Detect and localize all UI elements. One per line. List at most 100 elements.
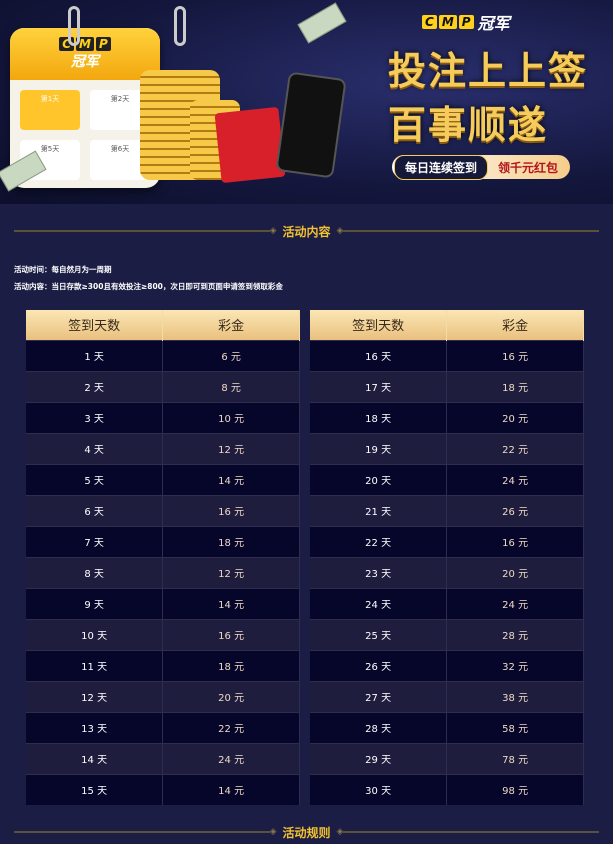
days-cell: 22 天 bbox=[310, 525, 448, 557]
days-cell: 18 天 bbox=[310, 401, 448, 433]
bonus-cell: 18 元 bbox=[162, 525, 300, 557]
days-cell: 28 天 bbox=[310, 711, 448, 743]
days-cell: 24 天 bbox=[310, 587, 448, 619]
days-cell: 13 天 bbox=[26, 711, 164, 743]
bonus-cell: 6 元 bbox=[162, 339, 300, 371]
table-row: 6 天 16 元 bbox=[26, 494, 300, 526]
table-row: 14 天 24 元 bbox=[26, 742, 300, 774]
days-cell: 25 天 bbox=[310, 618, 448, 650]
bonus-cell: 16 元 bbox=[162, 494, 300, 526]
activity-time: 活动时间：每自然月为一周期 bbox=[14, 265, 112, 274]
table-row: 26 天 32 元 bbox=[310, 649, 584, 681]
calendar-day: 第1天 bbox=[20, 90, 80, 130]
bonus-cell: 78 元 bbox=[446, 742, 584, 774]
header-days: 签到天数 bbox=[26, 310, 164, 340]
header-bonus: 彩金 bbox=[162, 310, 300, 340]
ornament-icon: ◈ bbox=[269, 226, 277, 236]
bonus-cell: 32 元 bbox=[446, 649, 584, 681]
table-row: 22 天 16 元 bbox=[310, 525, 584, 557]
bonus-cell: 16 元 bbox=[446, 339, 584, 371]
red-envelope-illustration bbox=[214, 106, 286, 184]
divider bbox=[14, 831, 270, 833]
bonus-cell: 20 元 bbox=[162, 680, 300, 712]
bonus-cell: 16 元 bbox=[446, 525, 584, 557]
days-cell: 26 天 bbox=[310, 649, 448, 681]
days-cell: 21 天 bbox=[310, 494, 448, 526]
table-row: 13 天 22 元 bbox=[26, 711, 300, 743]
slogan-line1: 投注上上签 bbox=[388, 49, 589, 93]
activity-content: 活动内容：当日存款≥300且有效投注≥800，次日即可到页面申请签到领取彩金 bbox=[14, 282, 283, 291]
pill-right-text: 领千元红包 bbox=[498, 160, 559, 175]
days-cell: 6 天 bbox=[26, 494, 164, 526]
table-row: 24 天 24 元 bbox=[310, 587, 584, 619]
days-cell: 8 天 bbox=[26, 556, 164, 588]
table-row: 15 天 14 元 bbox=[26, 773, 300, 805]
days-cell: 29 天 bbox=[310, 742, 448, 774]
bonus-cell: 8 元 bbox=[162, 370, 300, 402]
days-cell: 20 天 bbox=[310, 463, 448, 495]
table-row: 5 天 14 元 bbox=[26, 463, 300, 495]
table-row: 23 天 20 元 bbox=[310, 556, 584, 588]
header-bonus: 彩金 bbox=[446, 310, 584, 340]
bonus-cell: 28 元 bbox=[446, 618, 584, 650]
divider bbox=[343, 831, 600, 833]
table-row: 7 天 18 元 bbox=[26, 525, 300, 557]
table-row: 25 天 28 元 bbox=[310, 618, 584, 650]
section-title-activity-rules: ◈ 活动规则 ◈ bbox=[14, 822, 600, 842]
days-cell: 3 天 bbox=[26, 401, 164, 433]
table-row: 30 天 98 元 bbox=[310, 773, 584, 805]
divider bbox=[14, 230, 270, 232]
days-cell: 7 天 bbox=[26, 525, 164, 557]
days-cell: 2 天 bbox=[26, 370, 164, 402]
table-row: 17 天 18 元 bbox=[310, 370, 584, 402]
days-cell: 5 天 bbox=[26, 463, 164, 495]
bonus-cell: 24 元 bbox=[446, 463, 584, 495]
calendar-ring bbox=[68, 6, 80, 46]
bonus-cell: 20 元 bbox=[446, 556, 584, 588]
days-cell: 15 天 bbox=[26, 773, 164, 805]
section-title-activity-content: ◈ 活动内容 ◈ bbox=[14, 221, 600, 241]
table-row: 18 天 20 元 bbox=[310, 401, 584, 433]
ornament-icon: ◈ bbox=[336, 226, 344, 236]
table-row: 4 天 12 元 bbox=[26, 432, 300, 464]
table-row: 20 天 24 元 bbox=[310, 463, 584, 495]
days-cell: 1 天 bbox=[26, 339, 164, 371]
calendar-ring bbox=[174, 6, 186, 46]
banknote-illustration bbox=[297, 2, 347, 44]
phone-illustration bbox=[275, 71, 347, 179]
bonus-cell: 18 元 bbox=[162, 649, 300, 681]
days-cell: 19 天 bbox=[310, 432, 448, 464]
days-cell: 9 天 bbox=[26, 587, 164, 619]
reward-table-right: 签到天数 彩金 16 天 16 元 17 天 18 元 18 天 20 元 19 天 22 元… bbox=[310, 310, 584, 805]
table-row: 21 天 26 元 bbox=[310, 494, 584, 526]
days-cell: 17 天 bbox=[310, 370, 448, 402]
bonus-cell: 24 元 bbox=[162, 742, 300, 774]
bonus-cell: 14 元 bbox=[162, 587, 300, 619]
bonus-cell: 14 元 bbox=[162, 773, 300, 805]
days-cell: 11 天 bbox=[26, 649, 164, 681]
table-row: 8 天 12 元 bbox=[26, 556, 300, 588]
bonus-cell: 12 元 bbox=[162, 556, 300, 588]
bonus-cell: 26 元 bbox=[446, 494, 584, 526]
pill-left-text: 每日连续签到 bbox=[394, 154, 489, 180]
table-row: 12 天 20 元 bbox=[26, 680, 300, 712]
calendar-brand-sub: 冠军 bbox=[71, 54, 99, 70]
bonus-cell: 12 元 bbox=[162, 432, 300, 464]
header-days: 签到天数 bbox=[310, 310, 448, 340]
days-cell: 4 天 bbox=[26, 432, 164, 464]
bonus-cell: 22 元 bbox=[446, 432, 584, 464]
bonus-cell: 38 元 bbox=[446, 680, 584, 712]
days-cell: 30 天 bbox=[310, 773, 448, 805]
bonus-cell: 18 元 bbox=[446, 370, 584, 402]
table-row: 27 天 38 元 bbox=[310, 680, 584, 712]
bonus-cell: 24 元 bbox=[446, 587, 584, 619]
table-row: 28 天 58 元 bbox=[310, 711, 584, 743]
bonus-cell: 20 元 bbox=[446, 401, 584, 433]
days-cell: 23 天 bbox=[310, 556, 448, 588]
section-title-text: 活动内容 bbox=[282, 224, 331, 239]
